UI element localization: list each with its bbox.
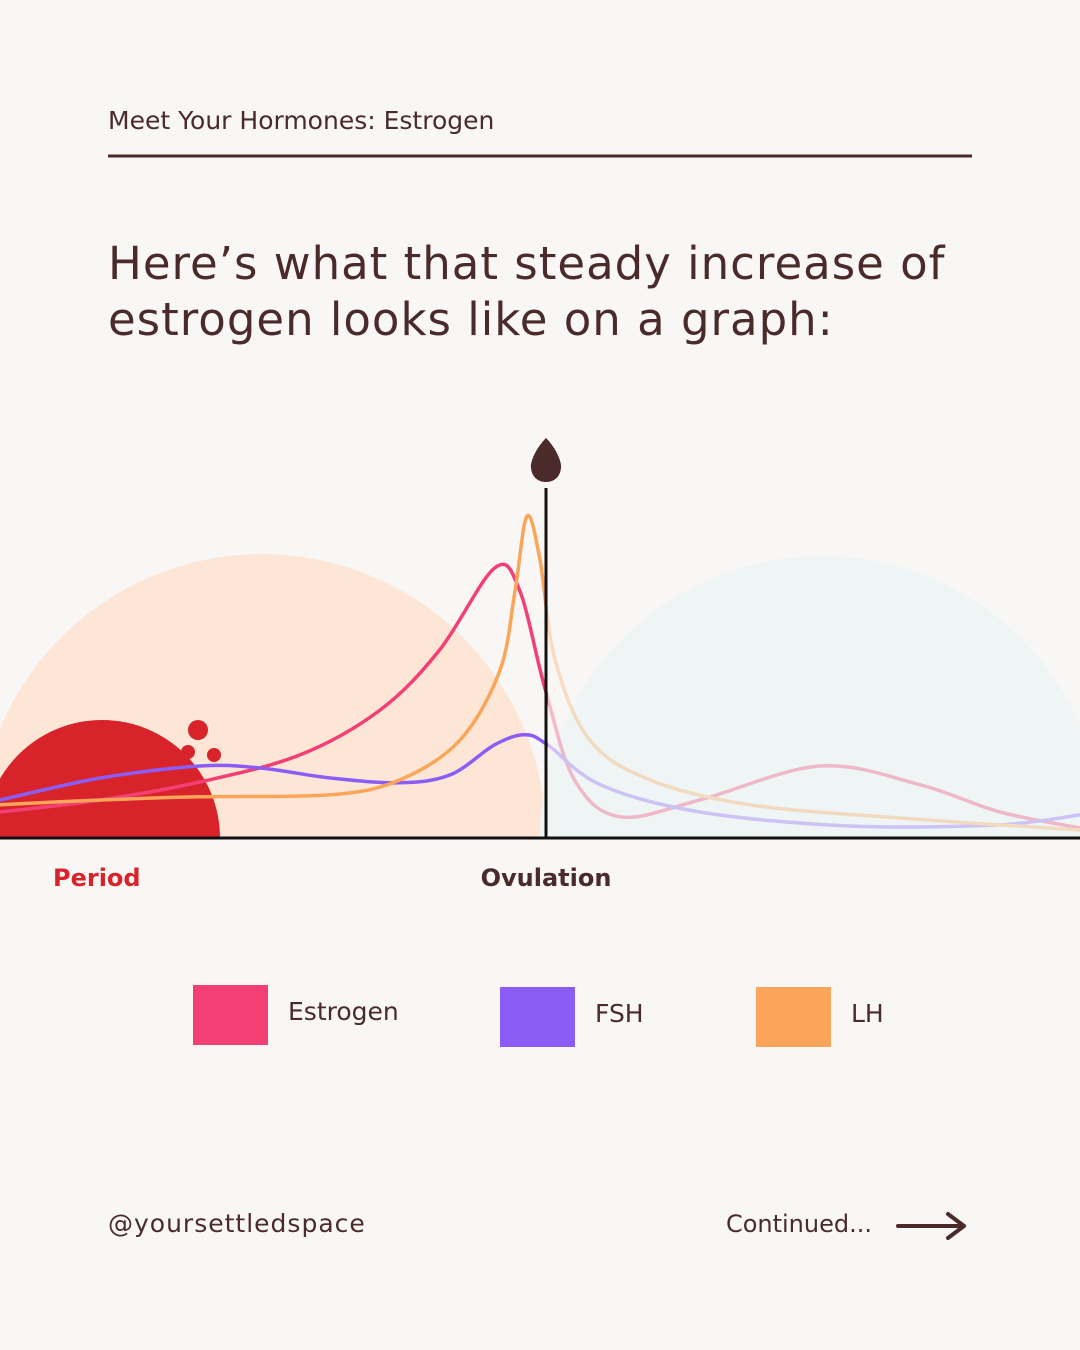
headline-box: Here’s what that steady increase of estr… [108, 237, 946, 346]
line [0, 733, 1080, 829]
legend-swatch [756, 987, 831, 1047]
continued: Continued... [726, 1210, 872, 1238]
legend-label: LH [851, 999, 884, 1028]
headline: Here’s what that steady increase of estr… [108, 237, 946, 346]
drop [207, 748, 221, 762]
legend-swatch [193, 985, 268, 1045]
line [0, 562, 1080, 830]
legend: Estrogen FSH LH [193, 985, 884, 1047]
drop [188, 720, 208, 740]
legend-label: Estrogen [288, 997, 399, 1026]
period-shape [0, 720, 220, 838]
drop [181, 745, 195, 759]
arrow [896, 1212, 966, 1240]
curves [0, 513, 1080, 832]
ovulation-label: Ovulation [481, 864, 612, 892]
line [0, 513, 1080, 832]
header-title: Meet Your Hormones: Estrogen [108, 106, 494, 135]
backdrop [0, 554, 1080, 838]
luteal-shape [540, 556, 1080, 838]
legend-swatch [500, 987, 575, 1047]
legend-label: FSH [595, 999, 644, 1028]
handle: @yoursettledspace [108, 1209, 366, 1238]
egg [530, 438, 562, 482]
period-label: Period [53, 864, 141, 892]
